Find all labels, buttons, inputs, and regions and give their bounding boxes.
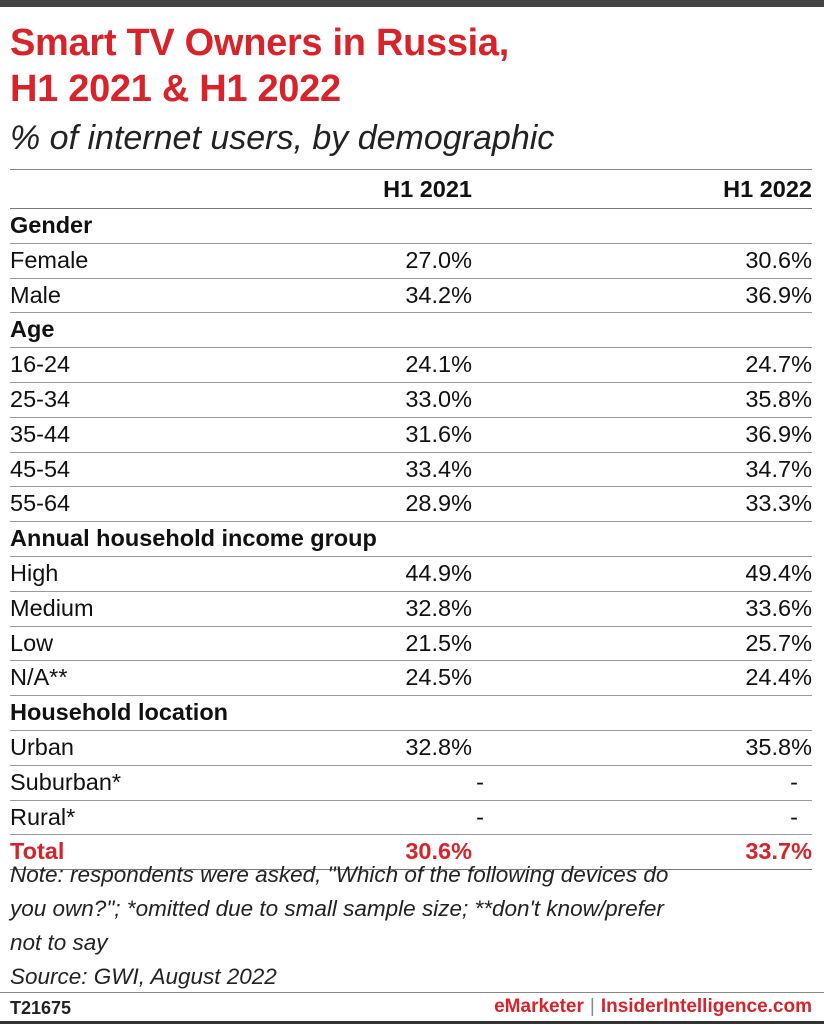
title-line-1: Smart TV Owners in Russia,	[10, 22, 510, 64]
value-h1-2021: 32.8%	[405, 594, 472, 621]
row-label: Medium	[10, 594, 94, 621]
value-h1-2022: 35.8%	[745, 733, 812, 760]
value-h1-2022: -	[790, 803, 798, 830]
table-row: Suburban* - -	[10, 766, 812, 801]
brand-separator: |	[589, 996, 595, 1017]
row-label: High	[10, 559, 59, 586]
note-line-2: you own?"; *omitted due to small sample …	[10, 896, 664, 921]
table-top-rule	[10, 169, 812, 170]
row-label: Total	[10, 838, 65, 865]
chart-title: Smart TV Owners in Russia, H1 2021 & H1 …	[10, 20, 810, 112]
section-label: Annual household income group	[10, 525, 377, 552]
value-h1-2021: 34.2%	[405, 281, 472, 308]
brand-emarketer: eMarketer	[494, 996, 584, 1017]
table-row: High 44.9% 49.4%	[10, 557, 812, 592]
value-h1-2022: 33.3%	[745, 490, 812, 517]
section-row-gender: Gender	[10, 209, 812, 244]
value-h1-2022: 30.6%	[745, 246, 812, 273]
table-row: Rural* - -	[10, 801, 812, 836]
value-h1-2021: -	[476, 768, 484, 795]
value-h1-2021: -	[476, 803, 484, 830]
value-h1-2021: 32.8%	[405, 733, 472, 760]
column-header-h1-2022: H1 2022	[723, 176, 812, 202]
row-label: 35-44	[10, 420, 71, 447]
brand-footer: eMarketer | InsiderIntelligence.com	[494, 996, 812, 1018]
table-row: 45-54 33.4% 34.7%	[10, 453, 812, 488]
table-row: Female 27.0% 30.6%	[10, 244, 812, 279]
section-label: Household location	[10, 699, 229, 726]
note-line-3: not to say	[10, 930, 108, 955]
value-h1-2022: 33.7%	[745, 838, 812, 865]
value-h1-2021: 31.6%	[405, 420, 472, 447]
value-h1-2021: 33.4%	[405, 455, 472, 482]
value-h1-2022: 36.9%	[745, 420, 812, 447]
column-header-h1-2021: H1 2021	[383, 176, 472, 202]
bottom-bar	[0, 1021, 824, 1024]
row-label: Low	[10, 629, 54, 656]
chart-code: T21675	[10, 998, 72, 1018]
table-row: 25-34 33.0% 35.8%	[10, 383, 812, 418]
table-row: N/A** 24.5% 24.4%	[10, 661, 812, 697]
value-h1-2021: 28.9%	[405, 490, 472, 517]
table-row: Male 34.2% 36.9%	[10, 279, 812, 314]
chart-subtitle: % of internet users, by demographic	[10, 119, 555, 157]
table-row: Low 21.5% 25.7%	[10, 627, 812, 662]
section-row-household-location: Household location	[10, 696, 812, 731]
value-h1-2021: 27.0%	[405, 246, 472, 273]
row-label: Male	[10, 281, 61, 308]
value-h1-2022: 33.6%	[745, 594, 812, 621]
table-row: 55-64 28.9% 33.3%	[10, 487, 812, 523]
note-line-1: Note: respondents were asked, "Which of …	[10, 862, 669, 887]
section-row-age: Age	[10, 313, 812, 349]
value-h1-2021: 44.9%	[405, 559, 472, 586]
value-h1-2022: 25.7%	[745, 629, 812, 656]
row-label: 55-64	[10, 490, 71, 517]
row-label: Suburban*	[10, 768, 122, 795]
value-h1-2021: 24.5%	[405, 664, 472, 691]
section-label: Gender	[10, 212, 93, 238]
table-row: 16-24 24.1% 24.7%	[10, 348, 812, 383]
chart-note: Note: respondents were asked, "Which of …	[10, 858, 812, 994]
value-h1-2022: -	[790, 768, 798, 795]
row-label: Rural*	[10, 803, 76, 830]
row-label: Female	[10, 246, 89, 273]
top-bar	[0, 0, 824, 7]
table-body: Gender Female 27.0% 30.6% Male 34.2% 36.9% Age 1…	[10, 209, 812, 871]
value-h1-2022: 49.4%	[745, 559, 812, 586]
value-h1-2021: 21.5%	[405, 629, 472, 656]
value-h1-2022: 35.8%	[745, 385, 812, 412]
value-h1-2022: 24.7%	[745, 351, 812, 378]
footer-rule	[0, 992, 824, 993]
row-label: 25-34	[10, 385, 71, 412]
data-table: H1 2021 H1 2022 Gender Female 27.0% 30.6% Ma…	[10, 169, 812, 871]
row-label: 45-54	[10, 455, 71, 482]
row-label: Urban	[10, 733, 75, 760]
value-h1-2021: 24.1%	[405, 351, 472, 378]
value-h1-2021: 33.0%	[405, 385, 472, 412]
row-label: N/A**	[10, 664, 68, 691]
section-label: Age	[10, 316, 55, 343]
table-row: Urban 32.8% 35.8%	[10, 731, 812, 766]
row-label: 16-24	[10, 351, 71, 378]
table-header-row: H1 2021 H1 2022	[10, 170, 812, 209]
value-h1-2022: 36.9%	[745, 281, 812, 308]
table-row: 35-44 31.6% 36.9%	[10, 418, 812, 453]
title-line-2: H1 2021 & H1 2022	[10, 68, 341, 110]
table-row: Medium 32.8% 33.6%	[10, 592, 812, 627]
value-h1-2022: 34.7%	[745, 455, 812, 482]
source-line: Source: GWI, August 2022	[10, 964, 277, 989]
brand-insider-intelligence: InsiderIntelligence.com	[600, 996, 812, 1017]
total-row: Total 30.6% 33.7%	[10, 835, 812, 871]
value-h1-2022: 24.4%	[745, 664, 812, 691]
section-row-annual-household-income-group: Annual household income group	[10, 522, 812, 557]
value-h1-2021: 30.6%	[405, 838, 472, 865]
